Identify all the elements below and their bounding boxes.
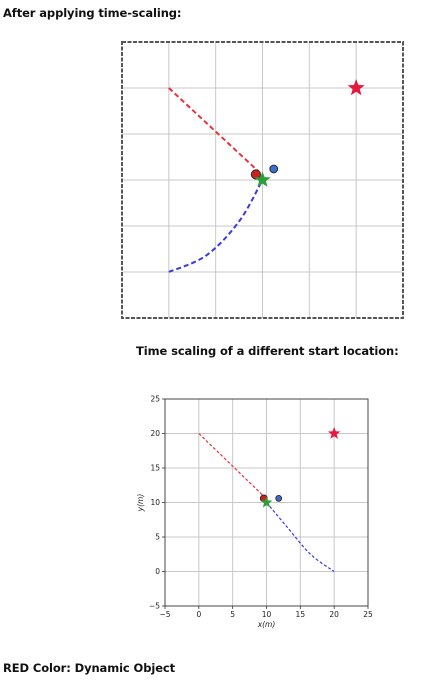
dynamic-object-path bbox=[198, 433, 264, 497]
x-tick-label: 10 bbox=[262, 610, 272, 619]
different-start-heading: Time scaling of a different start locati… bbox=[136, 344, 399, 358]
y-axis-label: y(m) bbox=[136, 494, 145, 513]
agent-path bbox=[168, 179, 264, 273]
different-start-plot: −5−5 0 0 5 5 10 10 15 15 20 20 25 25 x(m) y(m) bbox=[136, 395, 373, 629]
x-tick-label: 15 bbox=[296, 610, 306, 619]
agent-star-icon bbox=[260, 496, 273, 508]
plot-frame bbox=[121, 41, 404, 319]
y-tick-label: −5 bbox=[149, 602, 160, 611]
goal-star-icon bbox=[327, 427, 341, 439]
x-tick-label: 0 bbox=[196, 610, 201, 619]
dynamic-object-dot bbox=[250, 169, 261, 180]
after-scaling-heading: After applying time-scaling: bbox=[3, 6, 182, 20]
y-tick-label: 0 bbox=[155, 567, 160, 576]
x-tick-label: 25 bbox=[363, 610, 373, 619]
x-tick-label: 5 bbox=[230, 610, 235, 619]
dynamic-object-path bbox=[168, 87, 259, 172]
time-scaling-plot bbox=[121, 41, 404, 319]
y-tick-label: 20 bbox=[150, 429, 160, 438]
agent-star-icon bbox=[254, 171, 271, 187]
y-tick-label: 5 bbox=[155, 533, 160, 542]
x-tick-label: −5 bbox=[159, 610, 170, 619]
x-tick-label: 20 bbox=[329, 610, 339, 619]
x-axis-label: x(m) bbox=[257, 620, 276, 629]
y-tick-label: 15 bbox=[150, 464, 160, 473]
y-tick-label: 10 bbox=[150, 498, 160, 507]
legend-note: RED Color: Dynamic Object bbox=[3, 661, 176, 675]
y-tick-label: 25 bbox=[150, 395, 160, 404]
agent-dot bbox=[275, 495, 283, 502]
goal-star-icon bbox=[347, 79, 365, 96]
agent-dot bbox=[269, 164, 279, 174]
